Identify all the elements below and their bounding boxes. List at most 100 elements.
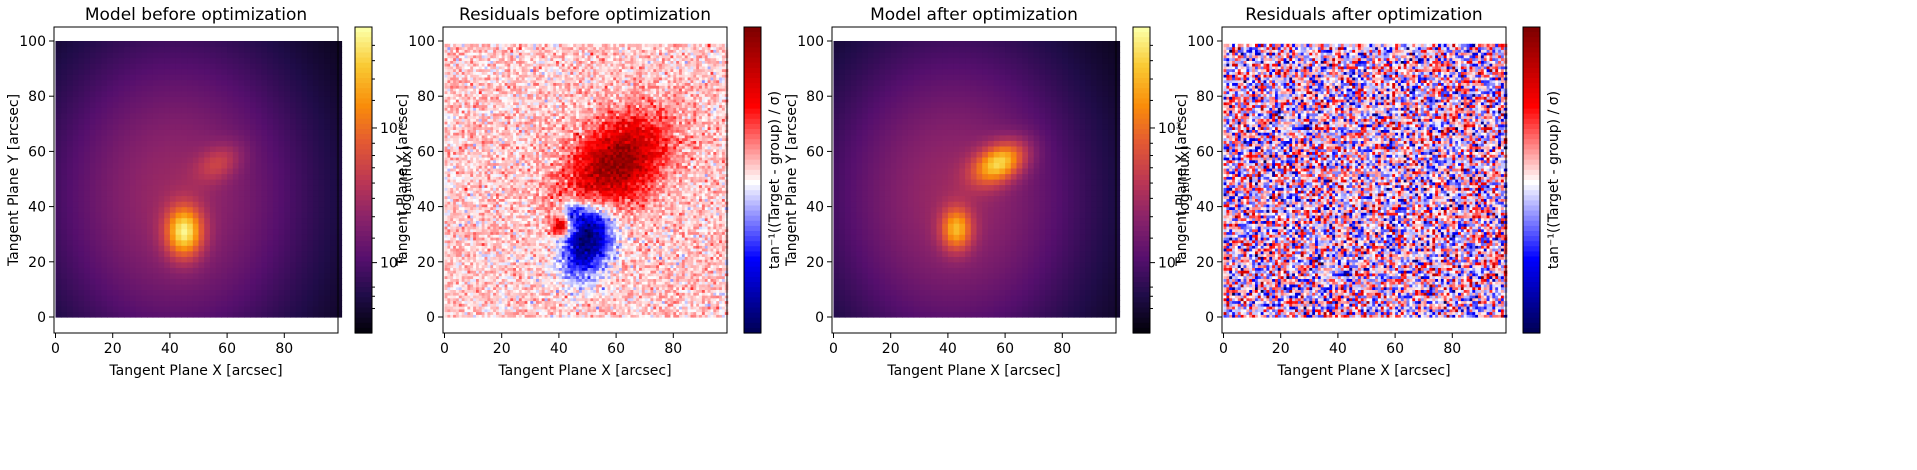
heatmap-cell	[335, 46, 343, 53]
heatmap-cell	[616, 250, 620, 255]
heatmap-cell	[124, 41, 131, 48]
heatmap-cell	[641, 267, 646, 271]
heatmap-cell	[232, 300, 240, 307]
heatmap-cell	[444, 272, 448, 277]
heatmap-cell	[290, 96, 297, 103]
heatmap-cell	[169, 107, 177, 114]
heatmap-cell	[232, 90, 240, 97]
heatmap-cell	[699, 308, 703, 313]
heatmap-cell	[204, 156, 211, 163]
heatmap-cell	[636, 270, 640, 274]
heatmap-cell	[181, 179, 188, 186]
heatmap-cell	[255, 195, 262, 202]
heatmap-cell	[653, 308, 657, 313]
heatmap-cell	[61, 283, 68, 290]
heatmap-cell	[204, 179, 211, 186]
colorbar-segment	[355, 83, 372, 89]
heatmap-cell	[227, 156, 234, 163]
heatmap-cell	[89, 118, 97, 125]
heatmap-cell	[66, 156, 74, 163]
heatmap-cell	[444, 261, 448, 266]
heatmap-cell	[250, 101, 257, 108]
heatmap-cell	[267, 162, 274, 169]
heatmap-cell	[112, 190, 119, 197]
heatmap-cell	[187, 223, 194, 230]
heatmap-cell	[295, 140, 302, 147]
heatmap-cell	[192, 278, 200, 285]
heatmap-cell	[250, 41, 257, 48]
heatmap-cell	[192, 168, 200, 175]
heatmap-cell	[238, 90, 245, 97]
heatmap-cell	[610, 294, 614, 299]
heatmap-cell	[129, 68, 137, 75]
heatmap-cell	[461, 308, 466, 313]
heatmap-cell	[227, 162, 234, 169]
heatmap-cell	[175, 223, 182, 230]
heatmap-cell	[324, 129, 331, 136]
heatmap-cell	[470, 256, 474, 260]
heatmap-cell	[650, 264, 654, 268]
heatmap-cell	[687, 297, 692, 302]
heatmap-cell	[61, 228, 68, 235]
heatmap-cell	[95, 134, 102, 141]
heatmap-cell	[164, 250, 171, 257]
heatmap-cell	[244, 134, 251, 141]
heatmap-cell	[450, 314, 454, 318]
heatmap-cell	[676, 250, 680, 255]
heatmap-cell	[536, 300, 540, 304]
colorbar-segment	[355, 195, 372, 201]
heatmap-cell	[55, 294, 62, 301]
heatmap-cell	[501, 283, 506, 288]
heatmap-cell	[470, 261, 474, 266]
heatmap-cell	[55, 123, 62, 130]
heatmap-cell	[204, 173, 211, 180]
heatmap-cell	[187, 90, 194, 97]
heatmap-cell	[664, 292, 669, 296]
heatmap-cell	[713, 303, 717, 307]
heatmap-cell	[118, 140, 125, 147]
heatmap-cell	[66, 173, 74, 180]
heatmap-cell	[330, 173, 337, 180]
heatmap-cell	[164, 90, 171, 97]
heatmap-cell	[169, 278, 177, 285]
heatmap-cell	[290, 168, 297, 175]
heatmap-cell	[593, 311, 597, 315]
heatmap-cell	[301, 145, 308, 152]
heatmap-cell	[627, 261, 631, 266]
heatmap-cell	[533, 306, 537, 310]
heatmap-cell	[209, 294, 217, 301]
heatmap-cell	[221, 228, 228, 235]
heatmap-cell	[593, 275, 597, 279]
heatmap-cell	[510, 286, 514, 290]
heatmap-cell	[147, 57, 154, 64]
heatmap-cell	[295, 311, 302, 318]
heatmap-cell	[513, 253, 517, 257]
heatmap-cell	[476, 248, 480, 252]
heatmap-cell	[261, 267, 268, 274]
heatmap-cell	[636, 261, 640, 266]
heatmap-cell	[215, 190, 222, 197]
heatmap-cell	[267, 140, 274, 147]
heatmap-cell	[561, 272, 566, 277]
heatmap-cell	[681, 253, 686, 257]
heatmap-cell	[641, 297, 646, 302]
heatmap-cell	[284, 278, 291, 285]
heatmap-cell	[713, 292, 717, 296]
heatmap-cell	[141, 129, 148, 136]
heatmap-cell	[215, 118, 222, 125]
heatmap-cell	[621, 306, 626, 310]
heatmap-cell	[301, 190, 308, 197]
heatmap-cell	[135, 179, 142, 186]
heatmap-cell	[647, 261, 652, 266]
heatmap-cell	[704, 278, 709, 282]
heatmap-cell	[209, 217, 217, 224]
heatmap-cell	[175, 173, 182, 180]
heatmap-cell	[198, 228, 205, 235]
heatmap-cell	[673, 289, 677, 293]
heatmap-cell	[215, 112, 222, 119]
heatmap-cell	[481, 300, 486, 304]
heatmap-cell	[312, 168, 320, 175]
heatmap-cell	[215, 179, 222, 186]
heatmap-cell	[255, 46, 262, 53]
heatmap-cell	[192, 41, 200, 48]
